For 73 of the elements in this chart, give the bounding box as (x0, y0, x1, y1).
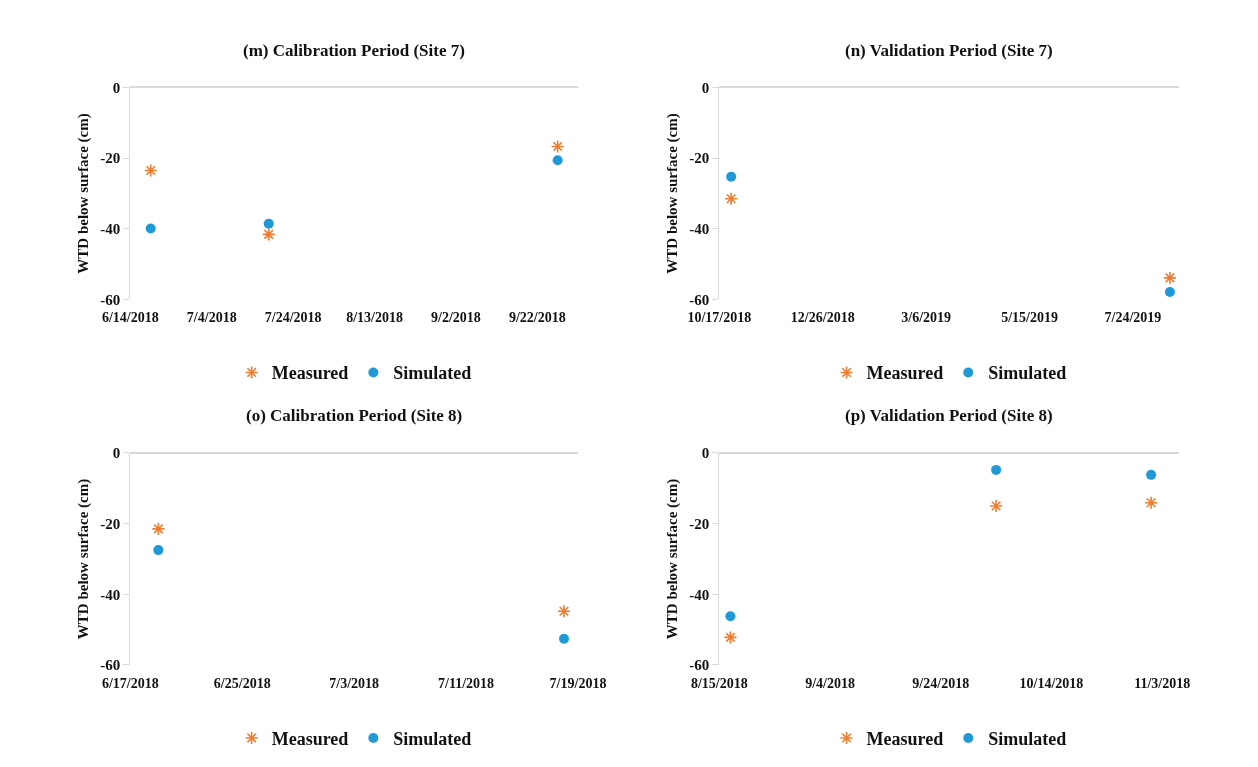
y-tick-label: -60 (100, 291, 121, 308)
x-tick-label: 6/25/2018 (213, 675, 271, 691)
x-tick-label: 9/22/2018 (508, 310, 566, 326)
y-tick-label: -40 (689, 586, 710, 603)
x-tick-label: 7/24/2019 (1104, 310, 1162, 326)
chart-title: (o) Calibration Period (Site 8) (246, 406, 463, 425)
point (151, 522, 166, 536)
point (1164, 287, 1175, 298)
point (725, 611, 736, 622)
point (145, 223, 156, 234)
y-tick-label: -40 (100, 221, 121, 238)
y-axis-title: WTD below surface (cm) (663, 478, 681, 640)
chart-title: (m) Calibration Period (Site 7) (243, 41, 465, 60)
legend-label: Simulated (988, 363, 1067, 384)
y-tick-label: -20 (100, 515, 121, 532)
point (263, 218, 274, 229)
point (723, 630, 738, 645)
x-tick-label: 7/3/2018 (329, 675, 380, 691)
x-tick-label: 5/15/2019 (1001, 310, 1058, 326)
x-tick-label: 12/26/2018 (790, 310, 855, 326)
point (557, 604, 571, 619)
point (261, 227, 276, 242)
point (991, 464, 1002, 475)
y-tick-label: 0 (701, 79, 710, 96)
point (989, 499, 1003, 513)
x-tick-label: 8/15/2018 (690, 675, 748, 691)
x-tick-label: 11/3/2018 (1134, 675, 1191, 691)
y-tick-label: -40 (100, 586, 121, 603)
x-tick-label: 6/17/2018 (101, 675, 159, 691)
legend-label: Simulated (393, 363, 472, 384)
x-tick-label: 7/19/2018 (549, 675, 607, 691)
x-tick-label: 6/14/2018 (101, 310, 159, 326)
x-tick-label: 10/14/2018 (1019, 675, 1084, 691)
y-tick-label: -60 (100, 657, 121, 674)
y-tick-label: 0 (701, 445, 710, 462)
point (550, 139, 565, 154)
x-tick-label: 9/4/2018 (805, 675, 855, 691)
y-tick-label: -20 (689, 515, 710, 532)
y-tick-label: -20 (689, 150, 710, 167)
y-tick-label: -60 (689, 657, 710, 674)
legend-label: Measured (271, 728, 349, 749)
point (552, 155, 563, 166)
x-tick-label: 8/13/2018 (346, 310, 403, 326)
y-tick-label: 0 (112, 445, 121, 462)
point (726, 171, 737, 182)
x-tick-label: 7/11/2018 (438, 675, 495, 691)
legend-label: Simulated (988, 728, 1067, 749)
point (1144, 495, 1158, 510)
x-tick-label: 9/2/2018 (431, 310, 481, 326)
y-tick-label: 0 (112, 79, 121, 96)
legend-label: Measured (866, 363, 944, 384)
legend-label: Measured (866, 728, 944, 749)
point (143, 163, 158, 178)
point (559, 633, 569, 644)
chart-title: (n) Validation Period (Site 7) (845, 41, 1053, 60)
point (1163, 271, 1177, 285)
x-tick-label: 9/24/2018 (912, 675, 970, 691)
x-tick-label: 7/4/2018 (186, 310, 237, 326)
legend-label: Simulated (393, 728, 472, 749)
y-axis-title: WTD below surface (cm) (663, 113, 681, 274)
y-tick-label: -60 (689, 291, 710, 308)
x-tick-label: 3/6/2019 (901, 310, 952, 326)
x-tick-label: 7/24/2018 (264, 310, 322, 326)
point (724, 191, 738, 206)
chart-title: (p) Validation Period (Site 8) (845, 406, 1053, 425)
legend-label: Measured (271, 363, 349, 384)
x-tick-label: 10/17/2018 (687, 310, 752, 326)
y-axis-title: WTD below surface (cm) (74, 113, 92, 274)
y-axis-title: WTD below surface (cm) (74, 478, 92, 640)
point (153, 545, 164, 556)
point (1146, 469, 1157, 480)
y-tick-label: -20 (100, 150, 121, 167)
y-tick-label: -40 (689, 221, 710, 238)
